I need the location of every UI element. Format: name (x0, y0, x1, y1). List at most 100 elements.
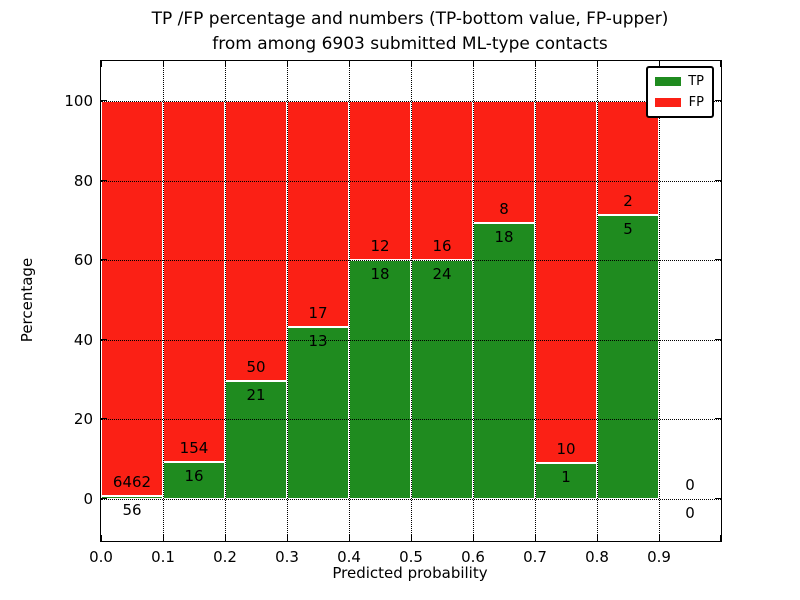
bar-segment-fp (597, 101, 659, 215)
gridline-vertical (163, 61, 164, 541)
chart-title-line1: TP /FP percentage and numbers (TP-bottom… (151, 9, 669, 29)
bar-count-label-tp: 18 (370, 265, 390, 284)
bar-count-label-tp: 1 (561, 467, 571, 486)
x-tick-mark (101, 61, 102, 67)
bar-count-label-tp: 24 (432, 265, 452, 284)
bar-count-label-fp: 0 (685, 476, 695, 494)
bar-segment-tp (225, 381, 287, 499)
legend-entry-tp: TP (655, 75, 704, 88)
y-tick-label: 80 (73, 171, 93, 190)
bar-segment-fp (535, 101, 597, 463)
gridline-vertical (597, 61, 598, 541)
y-tick-mark (715, 498, 721, 499)
gridline-vertical (225, 61, 226, 541)
bar-count-label-fp: 6462 (112, 472, 152, 491)
x-tick-mark (163, 61, 164, 67)
x-tick-label: 0.8 (585, 548, 609, 566)
bar-segment-tp (597, 214, 659, 499)
x-tick-mark (411, 61, 412, 67)
bar-count-label-tp: 5 (623, 219, 633, 238)
y-tick-mark (101, 100, 107, 101)
bar-segment-tp (287, 326, 349, 499)
x-tick-label: 0.1 (151, 548, 175, 566)
x-tick-label: 0.0 (89, 548, 113, 566)
legend-entry-fp: FP (655, 96, 704, 109)
gridline-vertical (411, 61, 412, 541)
x-tick-mark (473, 535, 474, 541)
bar-segment-tp (473, 223, 535, 499)
y-tick-mark (715, 418, 721, 420)
x-tick-label: 0.2 (213, 548, 237, 566)
bar-count-label-fp: 16 (432, 237, 452, 256)
y-axis-label: Percentage (18, 257, 36, 343)
x-tick-mark (411, 535, 412, 541)
x-tick-mark (535, 535, 536, 541)
bar-segment-tp (101, 495, 163, 499)
bar-segment-tp (411, 260, 473, 499)
legend-fp-swatch (655, 98, 681, 107)
bar-count-label-tp: 18 (494, 228, 514, 247)
legend: TP FP (646, 66, 714, 118)
x-tick-label: 0.5 (399, 548, 423, 566)
chart-title-line2: from among 6903 submitted ML-type contac… (212, 34, 608, 54)
y-tick-mark (715, 179, 721, 181)
y-tick-mark (101, 259, 107, 261)
x-tick-mark (101, 535, 102, 541)
x-tick-mark (720, 535, 721, 541)
bar-count-label-fp: 17 (308, 303, 328, 322)
legend-tp-swatch (655, 77, 681, 86)
x-tick-mark (535, 61, 536, 67)
bar-segment-fp (473, 101, 535, 224)
bar-segment-tp (535, 462, 597, 499)
gridline-vertical (287, 61, 288, 541)
bar-count-label-fp: 8 (499, 200, 509, 219)
bar-count-label-tp: 16 (184, 466, 204, 485)
y-tick-label: 40 (73, 330, 93, 349)
plot-area: 0.0 0.1 0.2 0.3 0.4 0.5 0.6 0.7 0.8 0.9 0 20 40 60 80 1… (64, 60, 722, 566)
bar-count-label-fp: 50 (246, 358, 266, 377)
bar-count-label-fp: 10 (556, 439, 576, 458)
y-tick-label: 100 (64, 92, 93, 110)
bar-count-label-tp: 0 (685, 504, 695, 522)
y-tick-mark (101, 418, 107, 420)
legend-fp-label: FP (688, 95, 704, 110)
x-tick-label: 0.3 (275, 548, 299, 566)
x-tick-mark (720, 61, 721, 67)
bar-count-label-fp: 12 (370, 237, 390, 256)
y-tick-mark (101, 338, 107, 340)
x-tick-mark (659, 535, 660, 541)
x-tick-label: 0.6 (461, 548, 485, 566)
legend-tp-label: TP (688, 74, 704, 89)
x-tick-mark (597, 535, 598, 541)
bar-segment-fp (163, 101, 225, 462)
x-tick-mark (659, 61, 660, 67)
x-tick-label: 0.4 (337, 548, 361, 566)
y-tick-label: 60 (73, 251, 93, 270)
x-tick-mark (473, 61, 474, 67)
chart-title: TP /FP percentage and numbers (TP-bottom… (100, 7, 720, 57)
gridline-vertical (473, 61, 474, 541)
x-tick-mark (287, 61, 288, 67)
gridline-vertical (659, 61, 660, 541)
y-tick-mark (715, 338, 721, 340)
bar-count-label-fp: 2 (623, 191, 633, 210)
y-tick-label: 0 (83, 490, 93, 508)
gridline-vertical (535, 61, 536, 541)
x-tick-mark (163, 535, 164, 541)
x-tick-mark (349, 61, 350, 67)
x-tick-mark (225, 61, 226, 67)
x-tick-mark (349, 535, 350, 541)
x-tick-mark (597, 61, 598, 67)
bar-count-label-fp: 154 (179, 438, 209, 457)
bar-count-label-tp: 21 (246, 386, 266, 405)
gridline-vertical (349, 61, 350, 541)
bar-count-label-tp: 13 (308, 331, 328, 350)
y-tick-label: 20 (73, 410, 93, 429)
bar-count-label-tp: 56 (122, 500, 142, 519)
y-tick-mark (715, 100, 721, 101)
bar-segment-tp (349, 260, 411, 499)
bar-segment-fp (101, 101, 163, 496)
y-tick-mark (715, 259, 721, 261)
x-tick-mark (225, 535, 226, 541)
